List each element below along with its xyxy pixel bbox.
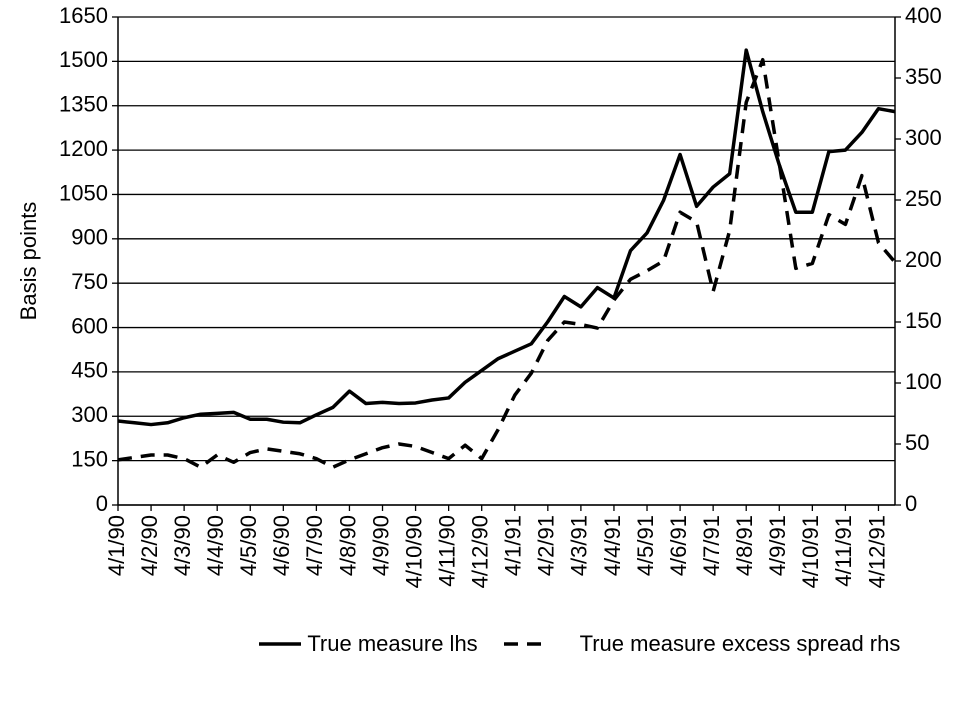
- legend-swatch: [259, 642, 301, 646]
- y-tick-label: 750: [71, 269, 108, 294]
- x-tick-label: 4/6/91: [666, 515, 691, 576]
- legend-swatch: [504, 642, 546, 646]
- y-axis-label: Basis points: [16, 202, 41, 321]
- series-line: [117, 48, 896, 427]
- x-tick-label: 4/12/90: [468, 515, 493, 588]
- x-tick-label: 4/2/90: [137, 515, 162, 576]
- x-tick-label: 4/3/90: [170, 515, 195, 576]
- x-tick-label: 4/11/90: [434, 515, 459, 587]
- x-tick-label: 4/8/91: [732, 515, 757, 576]
- y2-tick-label: 50: [905, 430, 929, 455]
- y2-tick-label: 150: [905, 308, 942, 333]
- x-tick-label: 4/4/91: [600, 515, 625, 576]
- y-tick-label: 300: [71, 402, 108, 427]
- y-tick-label: 1650: [59, 3, 108, 28]
- y2-tick-label: 350: [905, 64, 942, 89]
- y-tick-label: 450: [71, 358, 108, 383]
- x-tick-label: 4/3/91: [567, 515, 592, 576]
- y-tick-label: 1200: [59, 136, 108, 161]
- series-line: [117, 57, 897, 469]
- y2-tick-label: 100: [905, 369, 942, 394]
- x-tick-label: 4/7/91: [699, 515, 724, 576]
- y-tick-label: 1350: [59, 92, 108, 117]
- legend-item: True measure excess spread rhs: [500, 632, 930, 656]
- y-tick-label: 1050: [59, 180, 108, 205]
- y2-tick-label: 0: [905, 491, 917, 516]
- x-tick-label: 4/9/90: [368, 515, 393, 576]
- y-tick-label: 600: [71, 313, 108, 338]
- legend-label: True measure excess spread rhs: [579, 631, 901, 656]
- x-tick-label: 4/12/91: [864, 515, 889, 588]
- y2-tick-label: 400: [905, 3, 942, 28]
- x-tick-label: 4/1/90: [104, 515, 129, 576]
- x-tick-label: 4/7/90: [302, 515, 327, 576]
- x-tick-label: 4/4/90: [203, 515, 228, 576]
- x-tick-label: 4/8/90: [335, 515, 360, 576]
- x-tick-label: 4/6/90: [269, 515, 294, 576]
- y-tick-label: 1500: [59, 47, 108, 72]
- y2-tick-label: 200: [905, 247, 942, 272]
- x-tick-label: 4/11/91: [831, 515, 856, 587]
- legend-label: True measure lhs: [307, 631, 478, 656]
- y2-tick-label: 250: [905, 186, 942, 211]
- x-tick-label: 4/9/91: [765, 515, 790, 576]
- y-tick-label: 900: [71, 225, 108, 250]
- x-tick-label: 4/2/91: [534, 515, 559, 576]
- x-tick-label: 4/5/91: [633, 515, 658, 576]
- y-tick-label: 150: [71, 446, 108, 471]
- x-tick-label: 4/5/90: [236, 515, 261, 576]
- y-tick-label: 0: [96, 491, 108, 516]
- y2-tick-label: 300: [905, 125, 942, 150]
- legend-item: True measure lhs: [255, 632, 480, 656]
- x-tick-label: 4/1/91: [501, 515, 526, 576]
- x-tick-label: 4/10/91: [798, 515, 823, 588]
- x-tick-label: 4/10/90: [401, 515, 426, 588]
